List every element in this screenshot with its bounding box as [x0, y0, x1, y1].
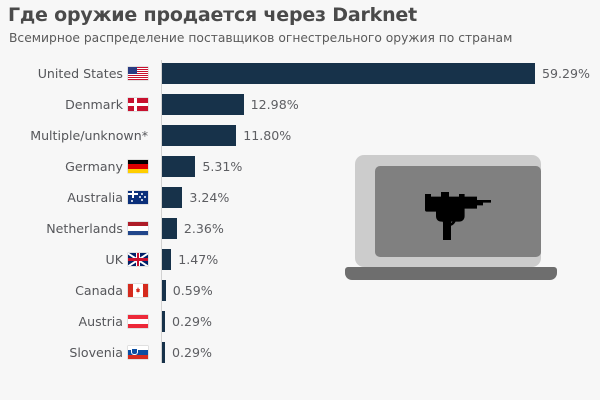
bar-row-label: Austria: [78, 306, 148, 337]
bar-value-label: 2.36%: [183, 221, 224, 236]
flag-united-states: [128, 67, 148, 80]
bar: [162, 156, 196, 177]
bar: [162, 63, 535, 84]
bar-row-label: Slovenia: [69, 337, 148, 368]
bar-value-label: 5.31%: [202, 159, 243, 174]
bar-value-label: 59.29%: [542, 66, 591, 81]
bar-value-label: 11.80%: [243, 128, 292, 143]
country-name: Denmark: [65, 97, 123, 112]
laptop-screen: [375, 166, 541, 257]
bar-row-label: Multiple/unknown*: [30, 120, 148, 151]
bar-row-label: United States: [38, 58, 148, 89]
flag-denmark: [128, 98, 148, 111]
laptop-base: [345, 267, 557, 280]
bar-row-label: Germany: [65, 151, 148, 182]
bar-chart: United States 59.29% Denmark 12.98% Multiple…: [0, 58, 600, 368]
country-name: UK: [105, 252, 123, 267]
flag-netherlands: [128, 222, 148, 235]
bar-value-label: 1.47%: [178, 252, 219, 267]
bar-row-label: Denmark: [65, 89, 148, 120]
bar-value-label: 0.29%: [172, 314, 213, 329]
table-row: Germany 5.31%: [0, 151, 600, 182]
table-row: Denmark 12.98%: [0, 89, 600, 120]
flag-australia: [128, 191, 148, 204]
table-row: Netherlands 2.36%: [0, 213, 600, 244]
bar: [162, 311, 165, 332]
table-row: Australia 3.24%: [0, 182, 600, 213]
country-name: Multiple/unknown*: [30, 128, 148, 143]
bar-value-label: 12.98%: [250, 97, 299, 112]
bar: [162, 94, 244, 115]
flag-slovenia: [128, 346, 148, 359]
table-row: Multiple/unknown* 11.80%: [0, 120, 600, 151]
bar: [162, 342, 165, 363]
flag-canada: [128, 284, 148, 297]
laptop-illustration: [345, 155, 557, 287]
bar: [162, 125, 237, 146]
bar-value-label: 0.59%: [172, 283, 213, 298]
submachine-gun-icon: [419, 188, 507, 246]
laptop-lid: [355, 155, 541, 267]
country-name: Canada: [75, 283, 123, 298]
bar: [162, 280, 166, 301]
flag-germany: [128, 160, 148, 173]
country-name: Slovenia: [69, 345, 123, 360]
chart-axis-line: [161, 60, 162, 363]
bar-value-label: 0.29%: [172, 345, 213, 360]
page-subtitle: Всемирное распределение поставщиков огне…: [9, 31, 513, 45]
table-row: UK 1.47%: [0, 244, 600, 275]
bar-value-label: 3.24%: [189, 190, 230, 205]
country-name: United States: [37, 66, 123, 81]
country-name: Netherlands: [46, 221, 123, 236]
bar: [162, 218, 177, 239]
country-name: Australia: [67, 190, 123, 205]
bar-row-label: Netherlands: [46, 213, 148, 244]
bar: [162, 249, 172, 270]
table-row: Austria 0.29%: [0, 306, 600, 337]
bar: [162, 187, 183, 208]
flag-united-kingdom: [128, 253, 148, 266]
country-name: Germany: [65, 159, 123, 174]
page-title: Где оружие продается через Darknet: [8, 4, 418, 26]
flag-austria: [128, 315, 148, 328]
bar-row-label: UK: [106, 244, 148, 275]
table-row: United States 59.29%: [0, 58, 600, 89]
bar-row-label: Canada: [75, 275, 148, 306]
table-row: Slovenia 0.29%: [0, 337, 600, 368]
country-name: Austria: [78, 314, 124, 329]
bar-row-label: Australia: [67, 182, 148, 213]
table-row: Canada 0.59%: [0, 275, 600, 306]
